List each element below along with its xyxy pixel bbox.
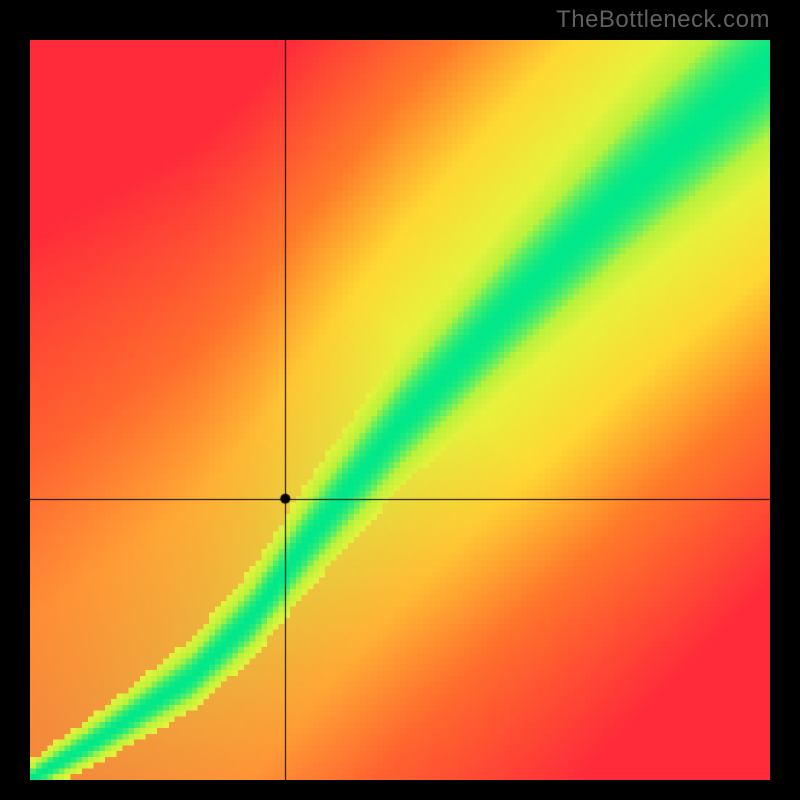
watermark-text: TheBottleneck.com bbox=[556, 6, 770, 34]
crosshair-overlay bbox=[30, 40, 770, 780]
page-root: TheBottleneck.com bbox=[0, 0, 800, 800]
